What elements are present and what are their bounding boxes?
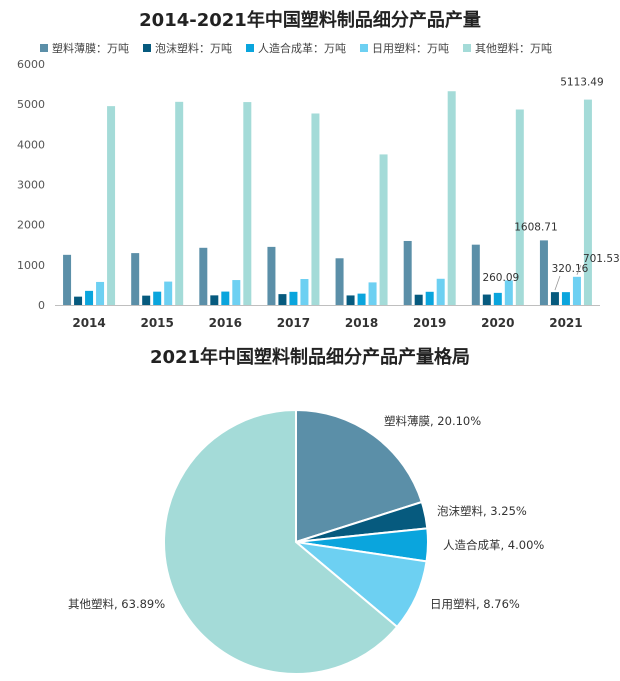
bar [199,247,208,305]
bar [539,240,548,305]
bar [175,101,184,305]
bar [153,291,162,305]
pie-chart-title: 2021年中国塑料制品细分产品产量格局 [149,347,471,368]
legend-label: 其他塑料：万吨 [475,42,552,55]
bar [85,290,94,305]
y-tick-label: 6000 [17,58,45,71]
bar [289,291,298,305]
x-tick-label: 2014 [72,316,105,330]
bar [403,240,412,305]
x-tick-label: 2016 [209,316,242,330]
pie-slice-label: 其他塑料, 63.89% [68,597,165,611]
bar [142,295,151,305]
legend-swatch [143,44,151,52]
bar [243,102,252,305]
bar [515,109,524,305]
bar [414,294,423,305]
bar [550,292,559,305]
bar-chart-legend: 塑料薄膜：万吨 泡沫塑料：万吨 人造合成革：万吨 日用塑料：万吨 其他塑料：万吨 [40,40,552,56]
bar [561,292,570,305]
data-label: 701.53 [583,253,620,265]
pie-slice [163,408,399,675]
label-leader-line [554,275,561,291]
bar [300,279,309,305]
legend-label: 泡沫塑料：万吨 [155,42,232,55]
bar [210,295,219,305]
y-tick-label: 1000 [17,259,45,272]
legend-item-foam: 泡沫塑料：万吨 [143,40,232,56]
bar [278,294,287,305]
bar [221,291,230,305]
legend-swatch [246,44,254,52]
y-tick-label: 2000 [17,219,45,232]
bar [583,99,592,305]
bar [63,254,72,305]
data-label: 320.16 [552,263,589,275]
y-tick-label: 5000 [17,98,45,111]
x-tick-label: 2018 [345,316,378,330]
bar [131,253,140,305]
bar [232,280,241,305]
y-tick-label: 4000 [17,138,45,151]
pie-slice [295,408,424,544]
bar [436,278,445,305]
label-leader-line [576,264,582,275]
x-tick-label: 2020 [481,316,514,330]
data-label: 1608.71 [514,221,557,233]
pie-slice-label: 泡沫塑料, 3.25% [437,504,527,518]
x-tick-label: 2019 [413,316,446,330]
y-tick-label: 0 [38,299,45,312]
x-tick-label: 2015 [140,316,173,330]
x-tick-label: 2017 [277,316,310,330]
bar-chart-title: 2014-2021年中国塑料制品细分产品产量 [139,10,481,31]
bar [346,295,355,305]
bar [493,292,502,305]
bar [504,280,513,305]
pie-slice-label: 日用塑料, 8.76% [430,597,520,611]
y-tick-label: 3000 [17,179,45,192]
bar [379,154,388,305]
legend-item-film: 塑料薄膜：万吨 [40,40,129,56]
bar [96,281,105,305]
bar-chart: 0 1000 2000 3000 4000 5000 6000 2014 2015 2016 201… [17,58,620,330]
bar [425,291,434,305]
bar [311,113,320,305]
bar [447,91,456,305]
legend-swatch [40,44,48,52]
bar [368,282,377,305]
bar [267,246,276,305]
bar [572,276,581,305]
bar [357,293,366,305]
data-label: 5113.49 [560,77,603,89]
bar [164,281,173,305]
legend-swatch [360,44,368,52]
pie-slice-label: 人造合成革, 4.00% [443,538,544,552]
pie-slice-label: 塑料薄膜, 20.10% [384,414,481,428]
data-label: 260.09 [482,272,519,284]
legend-item-daily: 日用塑料：万吨 [360,40,449,56]
bar [335,258,344,305]
legend-item-other: 其他塑料：万吨 [463,40,552,56]
legend-item-leather: 人造合成革：万吨 [246,40,346,56]
bar [482,294,491,305]
legend-label: 塑料薄膜：万吨 [52,42,129,55]
bar [74,296,83,305]
legend-label: 日用塑料：万吨 [372,42,449,55]
legend-label: 人造合成革：万吨 [258,42,346,55]
bar [107,106,116,306]
x-tick-label: 2021 [549,316,582,330]
legend-swatch [463,44,471,52]
bar [471,244,480,305]
